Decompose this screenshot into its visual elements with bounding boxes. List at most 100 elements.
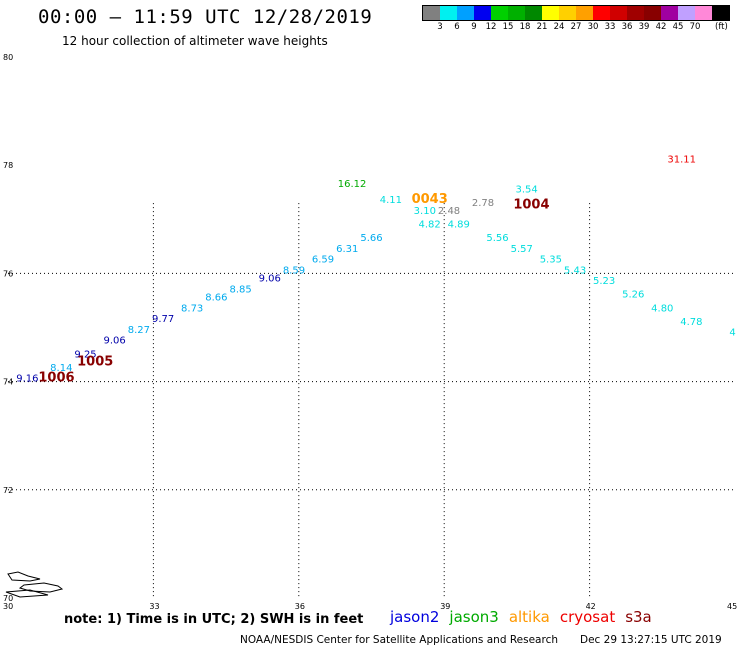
wave-height-colorbar: [422, 5, 730, 21]
pass-id-label: 1005: [77, 354, 113, 369]
colorbar-swatch: [525, 6, 542, 20]
page-subtitle: 12 hour collection of altimeter wave hei…: [62, 34, 328, 48]
wave-height-value: 31.11: [667, 154, 696, 165]
colorbar-swatch: [491, 6, 508, 20]
colorbar-swatch: [661, 6, 678, 20]
pass-id-label: 0043: [412, 192, 448, 207]
colorbar-swatch: [457, 6, 474, 20]
colorbar-unit-label: (ft): [715, 22, 728, 32]
wave-height-value: 5.66: [360, 233, 382, 244]
pass-id-label: 1006: [38, 371, 74, 386]
colorbar-tick-label: 70: [689, 22, 701, 32]
wave-height-value: 16.12: [338, 179, 367, 190]
wave-height-value: 9.06: [103, 336, 125, 347]
colorbar-tick-label: 33: [604, 22, 616, 32]
wave-height-value: 8.66: [205, 292, 227, 303]
colorbar-swatch: [576, 6, 593, 20]
wave-height-value: 5.43: [564, 265, 586, 276]
longitude-label: 39: [440, 602, 450, 611]
coastline-shape: [7, 571, 41, 582]
colorbar-swatch: [644, 6, 661, 20]
colorbar-labels: 3 6 9 12 15 18 21 24 27 30 33 36 39 42 45 70 (ft): [422, 22, 740, 34]
colorbar-tick-label: 30: [587, 22, 599, 32]
legend-item-cryosat: cryosat: [559, 608, 616, 626]
wave-height-value: 9.77: [152, 314, 174, 325]
wave-height-value: 8.14: [50, 363, 72, 374]
longitude-label: 42: [586, 602, 596, 611]
legend-item-s3a: s3a: [625, 608, 652, 626]
map-grid: [8, 203, 735, 598]
wave-height-value: 9.16: [16, 374, 38, 385]
colorbar-tick-label: 9: [471, 22, 477, 32]
colorbar-swatch: [610, 6, 627, 20]
wave-height-value: 8.73: [181, 303, 203, 314]
longitude-label: 33: [149, 602, 159, 611]
wave-height-value: 6.59: [312, 255, 334, 266]
colorbar-tick-label: 27: [570, 22, 582, 32]
legend-item-altika: altika: [508, 608, 550, 626]
colorbar-tick-label: 39: [638, 22, 650, 32]
wave-height-value: 5.26: [622, 290, 644, 301]
latitude-label: 76: [3, 269, 13, 278]
longitude-label: 45: [727, 602, 737, 611]
colorbar-tick-label: 3: [437, 22, 443, 32]
colorbar-swatch: [508, 6, 525, 20]
colorbar-swatch: [695, 6, 712, 20]
latitude-label: 80: [3, 53, 13, 62]
colorbar-tick-label: 36: [621, 22, 633, 32]
footer-timestamp: Dec 29 13:27:15 UTC 2019: [580, 634, 722, 646]
coastline-shape: [5, 589, 49, 598]
wave-height-value: 3.54: [515, 184, 537, 195]
wave-height-value: 8.59: [283, 265, 305, 276]
wave-height-value: 5.35: [540, 255, 562, 266]
wave-height-value: 9.25: [74, 349, 96, 360]
colorbar-tick-label: 12: [485, 22, 497, 32]
wave-height-value: 8.27: [128, 325, 150, 336]
colorbar-swatch: [559, 6, 576, 20]
wave-height-value: 4.89: [448, 219, 470, 230]
wave-height-value: 4.78: [680, 317, 702, 328]
colorbar-swatch: [627, 6, 644, 20]
satellite-legend: jason2 jason3 altika cryosat s3a: [390, 607, 662, 626]
colorbar-swatch: [440, 6, 457, 20]
colorbar-swatch: [678, 6, 695, 20]
wave-height-value: 2.48: [438, 206, 460, 217]
wave-height-value: 5.57: [511, 244, 533, 255]
wave-height-observations: 9.168.149.259.068.279.778.738.668.859.06…: [16, 154, 736, 384]
longitude-label: 36: [295, 602, 305, 611]
wave-height-value: 4: [729, 328, 735, 339]
wave-height-value: 8.85: [230, 284, 252, 295]
colorbar-tick-label: 21: [536, 22, 548, 32]
colorbar-swatch: [474, 6, 491, 20]
units-note: note: 1) Time is in UTC; 2) SWH is in fe…: [64, 612, 364, 627]
wave-height-value: 9.06: [259, 274, 281, 285]
legend-item-jason3: jason3: [449, 608, 499, 626]
latitude-label: 78: [3, 161, 13, 170]
colorbar-swatch: [712, 6, 729, 20]
wave-height-value: 5.56: [486, 233, 508, 244]
wave-height-value: 6.31: [336, 244, 358, 255]
wave-height-value: 4.11: [380, 195, 402, 206]
legend-item-jason2: jason2: [390, 608, 440, 626]
colorbar-tick-label: 6: [454, 22, 460, 32]
colorbar-swatch: [542, 6, 559, 20]
wave-height-value: 5.23: [593, 276, 615, 287]
wave-height-value: 3.10: [414, 206, 436, 217]
colorbar-swatch: [423, 6, 440, 20]
latitude-label: 74: [3, 378, 13, 387]
latitude-label: 72: [3, 486, 13, 495]
wave-height-value: 4.80: [651, 303, 673, 314]
colorbar-tick-label: 42: [655, 22, 667, 32]
pass-id-label: 1004: [513, 197, 549, 212]
coastline-shape: [18, 582, 64, 593]
colorbar-tick-label: 18: [519, 22, 531, 32]
page-title: 00:00 – 11:59 UTC 12/28/2019: [38, 6, 373, 28]
footer-credit: NOAA/NESDIS Center for Satellite Applica…: [240, 634, 558, 646]
longitude-label: 30: [3, 602, 13, 611]
wave-height-value: 4.82: [419, 219, 441, 230]
colorbar-tick-label: 15: [502, 22, 514, 32]
